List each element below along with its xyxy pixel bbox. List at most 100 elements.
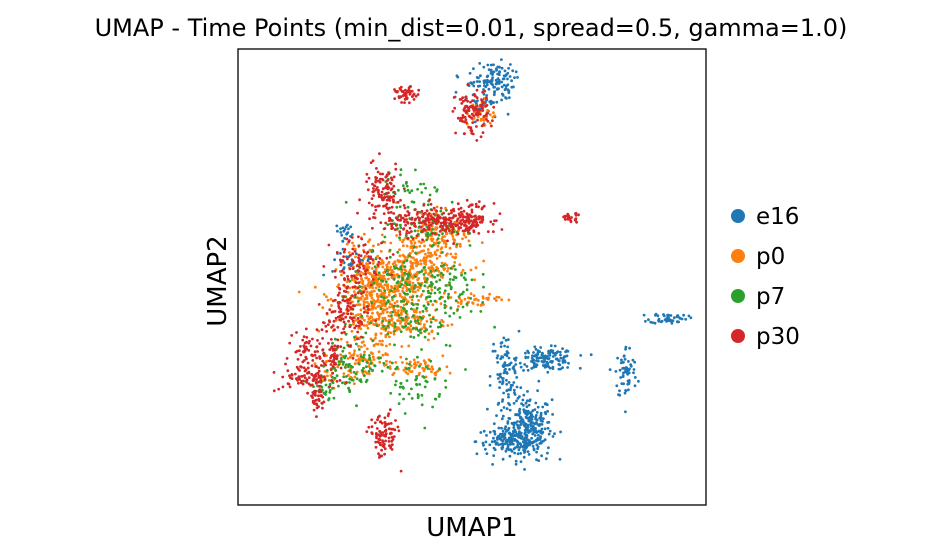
point-p30 — [310, 353, 314, 357]
point-e16 — [346, 231, 350, 235]
point-p30 — [353, 249, 357, 253]
point-p0 — [434, 211, 438, 215]
point-p30 — [436, 216, 440, 220]
point-p7 — [342, 375, 346, 379]
point-e16 — [619, 376, 623, 379]
legend-label-p30: p30 — [756, 324, 800, 350]
point-p0 — [400, 309, 403, 312]
point-p0 — [363, 318, 366, 322]
point-e16 — [506, 445, 510, 449]
point-p7 — [426, 289, 430, 293]
point-p7 — [469, 297, 472, 300]
point-e16 — [548, 429, 552, 433]
point-p30 — [436, 214, 440, 217]
point-p30 — [367, 307, 370, 311]
point-e16 — [534, 417, 537, 421]
point-e16 — [537, 433, 540, 437]
point-p0 — [371, 355, 375, 359]
point-e16 — [512, 381, 516, 384]
point-p30 — [312, 393, 316, 396]
point-p0 — [375, 299, 379, 303]
point-p7 — [408, 283, 412, 286]
point-p30 — [451, 227, 455, 231]
point-p0 — [395, 234, 398, 237]
point-p0 — [353, 375, 357, 379]
point-e16 — [549, 344, 553, 348]
point-p7 — [405, 277, 409, 281]
point-p0 — [378, 339, 382, 343]
point-p30 — [320, 364, 323, 367]
point-p7 — [449, 306, 453, 310]
point-p30 — [334, 275, 337, 279]
point-p0 — [353, 362, 357, 365]
point-p0 — [439, 302, 443, 305]
point-p0 — [337, 283, 341, 287]
point-p30 — [380, 454, 384, 458]
point-p30 — [372, 189, 376, 193]
point-p30 — [470, 215, 473, 219]
point-p0 — [413, 361, 417, 364]
legend-marker-p30 — [731, 329, 745, 343]
point-p7 — [396, 250, 400, 254]
point-p30 — [498, 212, 502, 216]
point-p30 — [480, 98, 483, 102]
point-p7 — [370, 250, 374, 254]
point-p7 — [360, 314, 364, 318]
point-e16 — [518, 407, 522, 411]
point-p30 — [481, 131, 485, 135]
point-p0 — [449, 252, 453, 256]
point-p0 — [345, 280, 349, 284]
point-p0 — [411, 276, 415, 280]
point-e16 — [504, 449, 508, 453]
point-p30 — [297, 375, 301, 379]
point-p30 — [466, 99, 469, 103]
point-e16 — [485, 80, 489, 84]
point-e16 — [501, 443, 505, 447]
point-p0 — [408, 328, 412, 332]
point-p30 — [450, 209, 453, 212]
point-e16 — [512, 423, 516, 427]
point-p30 — [376, 179, 380, 183]
point-e16 — [535, 356, 539, 360]
point-p30 — [402, 204, 406, 207]
point-p30 — [452, 96, 456, 99]
point-p30 — [331, 365, 335, 368]
point-p7 — [393, 222, 396, 226]
point-e16 — [559, 430, 562, 434]
point-p30 — [313, 353, 317, 357]
point-p30 — [391, 438, 395, 441]
point-e16 — [537, 459, 541, 462]
point-p30 — [464, 98, 467, 102]
point-p7 — [443, 306, 447, 309]
point-p0 — [347, 251, 351, 254]
point-e16 — [505, 407, 509, 411]
point-p7 — [401, 306, 405, 310]
point-e16 — [503, 369, 507, 372]
point-p0 — [339, 337, 343, 341]
point-p30 — [451, 216, 455, 220]
point-p30 — [380, 421, 384, 425]
point-p7 — [369, 321, 373, 325]
point-p7 — [455, 243, 459, 247]
point-p0 — [345, 340, 349, 344]
point-e16 — [554, 351, 558, 355]
point-p30 — [357, 244, 361, 248]
point-p0 — [417, 373, 421, 377]
point-e16 — [500, 432, 504, 436]
point-p30 — [373, 216, 377, 220]
point-p30 — [457, 207, 461, 211]
point-p0 — [405, 244, 409, 248]
point-p7 — [419, 316, 423, 320]
point-p30 — [338, 315, 342, 318]
point-p7 — [431, 228, 435, 231]
point-p30 — [319, 376, 322, 380]
point-p0 — [354, 314, 358, 317]
point-p30 — [390, 273, 394, 277]
point-p0 — [472, 294, 476, 297]
point-p30 — [465, 212, 469, 216]
point-p0 — [369, 337, 373, 341]
point-p7 — [415, 327, 418, 331]
point-p0 — [488, 121, 492, 125]
point-e16 — [506, 83, 510, 87]
point-p30 — [346, 301, 350, 305]
